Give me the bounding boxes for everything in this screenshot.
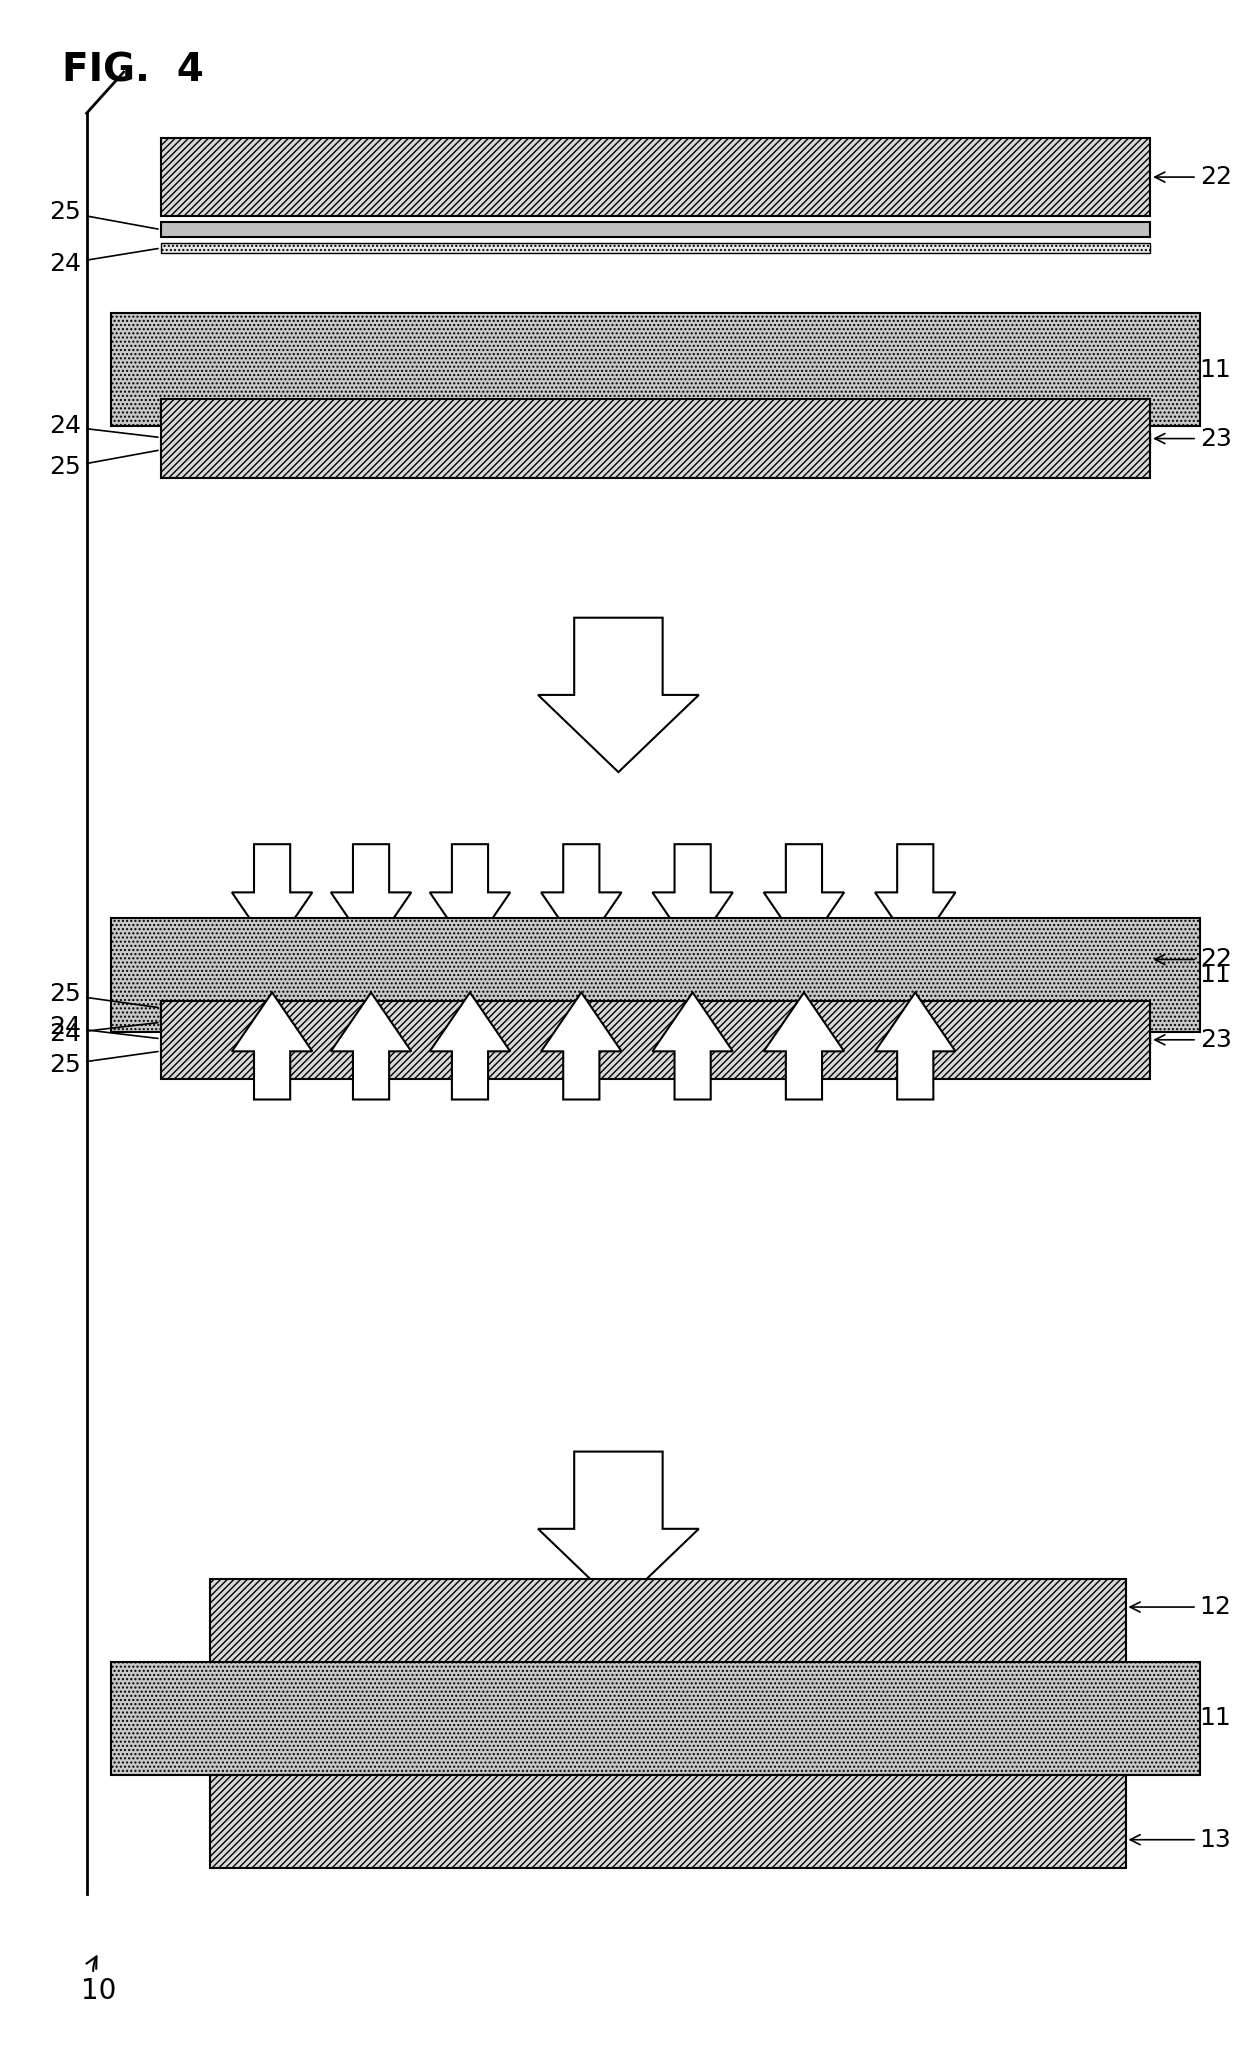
FancyBboxPatch shape: [161, 243, 1151, 253]
Text: 24: 24: [50, 414, 157, 439]
FancyBboxPatch shape: [161, 1044, 1151, 1058]
Polygon shape: [331, 844, 412, 951]
Text: 23: 23: [1154, 426, 1231, 451]
Text: 10: 10: [82, 1956, 117, 2005]
Text: 22: 22: [1154, 947, 1231, 972]
Text: 25: 25: [50, 451, 157, 480]
Polygon shape: [541, 992, 621, 1100]
Polygon shape: [430, 844, 510, 951]
Text: 11: 11: [1200, 964, 1231, 986]
FancyBboxPatch shape: [161, 443, 1151, 457]
Polygon shape: [764, 992, 844, 1100]
FancyBboxPatch shape: [161, 920, 1151, 999]
FancyBboxPatch shape: [112, 313, 1200, 426]
FancyBboxPatch shape: [161, 222, 1151, 237]
Text: 24: 24: [50, 1021, 157, 1046]
Text: 22: 22: [1154, 165, 1231, 189]
FancyBboxPatch shape: [161, 1001, 1151, 1015]
Text: FIG.  4: FIG. 4: [62, 51, 203, 89]
Text: 13: 13: [1130, 1828, 1231, 1851]
FancyBboxPatch shape: [112, 1662, 1200, 1775]
FancyBboxPatch shape: [161, 432, 1151, 443]
Text: 24: 24: [50, 249, 157, 276]
Polygon shape: [430, 992, 510, 1100]
Text: 24: 24: [50, 1015, 157, 1040]
FancyBboxPatch shape: [112, 918, 1200, 1032]
FancyBboxPatch shape: [161, 399, 1151, 478]
Polygon shape: [875, 992, 956, 1100]
Polygon shape: [538, 618, 699, 772]
FancyBboxPatch shape: [161, 138, 1151, 216]
FancyBboxPatch shape: [161, 1017, 1151, 1027]
FancyBboxPatch shape: [161, 1001, 1151, 1079]
Text: 25: 25: [50, 1052, 157, 1077]
Polygon shape: [652, 992, 733, 1100]
Polygon shape: [541, 844, 621, 951]
Polygon shape: [232, 992, 312, 1100]
Text: 23: 23: [1154, 1027, 1231, 1052]
Text: 25: 25: [50, 200, 157, 229]
Text: 11: 11: [1200, 1707, 1231, 1730]
Polygon shape: [875, 844, 956, 951]
Text: 12: 12: [1130, 1596, 1231, 1618]
Text: 25: 25: [50, 982, 157, 1007]
FancyBboxPatch shape: [161, 1034, 1151, 1044]
FancyBboxPatch shape: [211, 1579, 1126, 1672]
Polygon shape: [764, 844, 844, 951]
Polygon shape: [331, 992, 412, 1100]
Polygon shape: [232, 844, 312, 951]
Polygon shape: [652, 844, 733, 951]
Polygon shape: [538, 1452, 699, 1606]
FancyBboxPatch shape: [211, 1775, 1126, 1868]
Text: 11: 11: [1200, 358, 1231, 381]
